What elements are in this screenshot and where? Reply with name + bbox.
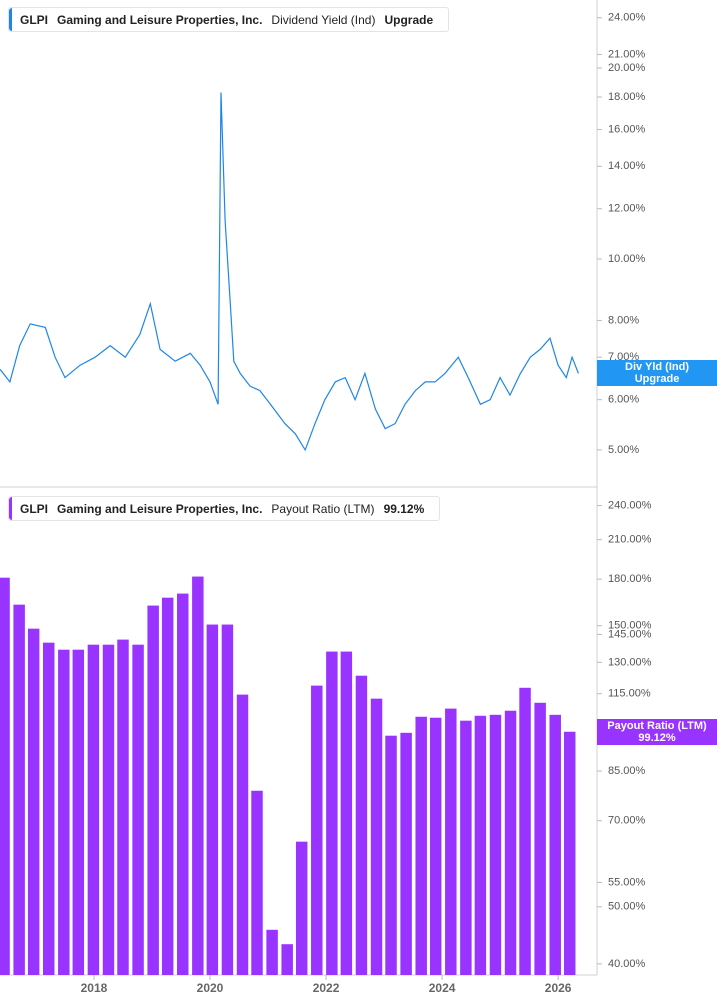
x-tick-label: 2020 (197, 981, 224, 995)
y-tick-label: 16.00% (608, 123, 646, 135)
y-tick-label: 150.00% (608, 620, 652, 632)
company: Gaming and Leisure Properties, Inc. (57, 501, 263, 516)
bar (0, 577, 10, 975)
current-value-badge: Payout Ratio (LTM) 99.12% (597, 718, 717, 745)
x-tick-label: 2024 (429, 981, 456, 995)
y-tick-label: 70.00% (608, 815, 646, 827)
y-tick-label: 115.00% (608, 688, 651, 700)
bar (102, 644, 115, 975)
bar (474, 715, 487, 975)
y-tick-label: 12.00% (608, 203, 646, 215)
y-tick-label: 6.00% (608, 394, 639, 406)
bar (311, 685, 323, 975)
bar (87, 644, 100, 975)
x-tick-label: 2018 (81, 981, 108, 995)
bar (563, 731, 576, 975)
bar (27, 628, 40, 975)
badge-text: Payout Ratio (LTM) (607, 719, 707, 732)
bar (504, 710, 517, 975)
bar (192, 576, 204, 975)
bar (206, 624, 219, 975)
y-tick-label: 145.00% (608, 628, 652, 640)
metric: Payout Ratio (LTM) (271, 501, 375, 516)
upgrade-link[interactable]: Upgrade (384, 12, 434, 27)
legend-swatch (9, 497, 12, 520)
bar (161, 597, 174, 975)
y-tick-label: 8.00% (608, 314, 639, 326)
bar (534, 702, 546, 975)
bar (355, 675, 368, 975)
y-tick-label: 7.00% (608, 351, 639, 363)
y-tick-label: 14.00% (608, 160, 646, 172)
bar (400, 732, 412, 975)
bar (340, 651, 353, 975)
y-tick-label: 180.00% (608, 573, 652, 585)
bar (295, 841, 308, 975)
bar (281, 944, 293, 975)
bar (326, 651, 338, 975)
legend: GLPI Gaming and Leisure Properties, Inc.… (8, 496, 441, 521)
y-tick-label: 210.00% (608, 534, 652, 546)
y-tick-label: 21.00% (608, 48, 646, 60)
badge-text: Div Yld (Ind) (625, 361, 689, 374)
bar (519, 687, 531, 975)
y-tick-label: 50.00% (608, 901, 646, 913)
bar (385, 735, 397, 975)
y-tick-label: 40.00% (608, 958, 646, 970)
ticker: GLPI (20, 12, 49, 27)
bar (43, 642, 55, 975)
bar (370, 698, 383, 975)
bar (460, 720, 472, 975)
x-tick-label: 2022 (313, 981, 340, 995)
y-tick-label: 18.00% (608, 91, 646, 103)
bar (117, 639, 129, 975)
bar (415, 716, 427, 975)
y-tick-label: 10.00% (608, 253, 646, 265)
legend-swatch (9, 8, 12, 31)
y-tick-label: 85.00% (608, 765, 646, 777)
y-tick-label: 5.00% (608, 444, 639, 456)
line-series (0, 92, 579, 452)
y-tick-label: 24.00% (608, 12, 646, 24)
metric-value: 99.12% (383, 501, 425, 516)
bar (221, 624, 234, 975)
bar (147, 605, 159, 975)
bar (72, 649, 85, 975)
bar (236, 694, 249, 975)
bar (251, 790, 263, 975)
bar (58, 649, 70, 975)
bar (549, 714, 561, 975)
y-tick-label: 20.00% (608, 62, 646, 74)
metric: Dividend Yield (Ind) (271, 12, 376, 27)
bar (429, 717, 442, 975)
bar (266, 929, 278, 975)
bar (445, 708, 457, 975)
y-tick-label: 240.00% (608, 499, 652, 511)
bar (489, 714, 502, 975)
ticker: GLPI (20, 501, 49, 516)
badge-text: 99.12% (638, 731, 676, 744)
badge-text: Upgrade (634, 373, 680, 386)
y-tick-label: 130.00% (608, 656, 652, 668)
bar (132, 644, 144, 975)
legend: GLPI Gaming and Leisure Properties, Inc.… (8, 7, 450, 32)
current-value-badge: Div Yld (Ind) Upgrade (597, 360, 717, 387)
bar (177, 593, 189, 975)
company: Gaming and Leisure Properties, Inc. (57, 12, 263, 27)
bar (13, 604, 25, 975)
y-tick-label: 55.00% (608, 876, 646, 888)
x-tick-label: 2026 (545, 981, 572, 995)
